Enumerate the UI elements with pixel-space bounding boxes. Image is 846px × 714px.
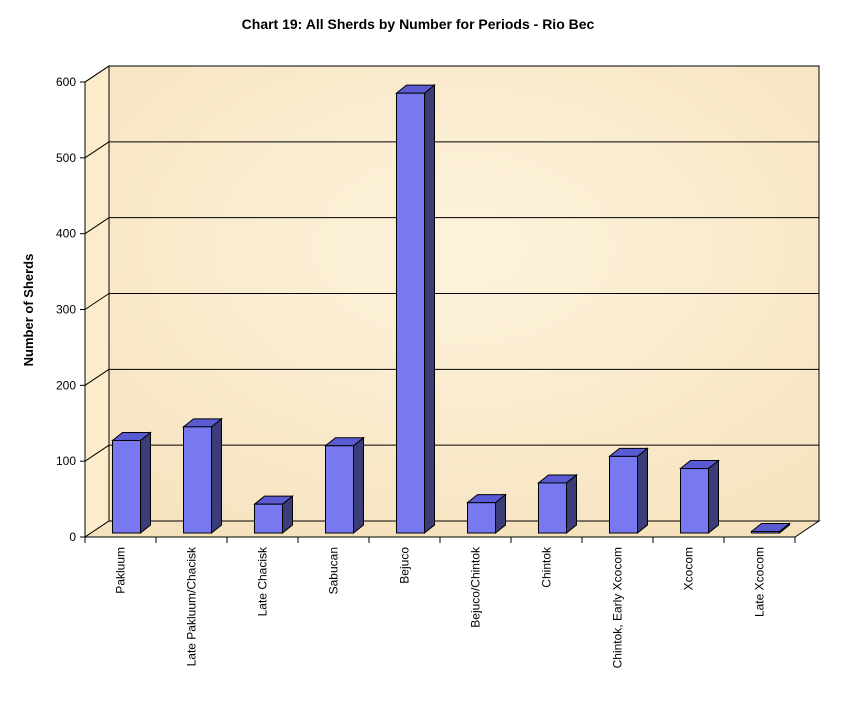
x-tick-label: Bejuco <box>398 547 412 584</box>
bar-side <box>353 436 364 535</box>
x-tick-label: Late Pakluum/Chacisk <box>185 546 199 666</box>
bar <box>609 455 638 534</box>
bar-side <box>140 431 151 535</box>
y-tick-label: 300 <box>56 303 76 317</box>
bar-side <box>637 447 648 535</box>
y-tick-label: 400 <box>56 227 76 241</box>
x-tick-label: Pakluum <box>114 547 128 594</box>
y-tick-label: 100 <box>56 454 76 468</box>
bar <box>325 445 354 534</box>
bar <box>254 503 283 534</box>
y-axis-label: Number of Sherds <box>21 254 36 367</box>
bar <box>680 468 709 534</box>
y-tick-label: 0 <box>69 530 76 544</box>
gridline-side <box>84 444 110 462</box>
bar <box>467 502 496 534</box>
bar <box>112 439 141 534</box>
gridline-side <box>84 65 110 83</box>
x-tick-label: Chintok, Early Xcocom <box>611 547 625 668</box>
y-tick-label: 600 <box>56 75 76 89</box>
bar-side <box>708 459 719 535</box>
gridline-side <box>84 141 110 159</box>
bar-side <box>424 84 435 535</box>
bar-side <box>566 473 577 535</box>
x-tick-label: Sabucan <box>327 547 341 594</box>
gridline-side <box>84 368 110 386</box>
gridline-side <box>84 217 110 235</box>
x-tick-label: Late Xcocom <box>753 547 767 617</box>
bar <box>751 530 780 534</box>
bar <box>183 426 212 534</box>
x-tick-label: Chintok <box>540 546 554 588</box>
x-tick-label: Late Chacisk <box>256 546 270 616</box>
y-tick-label: 500 <box>56 151 76 165</box>
gridline-side <box>84 293 110 310</box>
bar-side <box>211 417 222 535</box>
x-tick-label: Xcocom <box>682 547 696 590</box>
y-tick-label: 200 <box>56 378 76 392</box>
bar <box>396 92 425 534</box>
bar <box>538 482 567 534</box>
x-tick-label: Bejuco/Chintok <box>469 546 483 628</box>
chart-title: Chart 19: All Sherds by Number for Perio… <box>242 16 595 32</box>
